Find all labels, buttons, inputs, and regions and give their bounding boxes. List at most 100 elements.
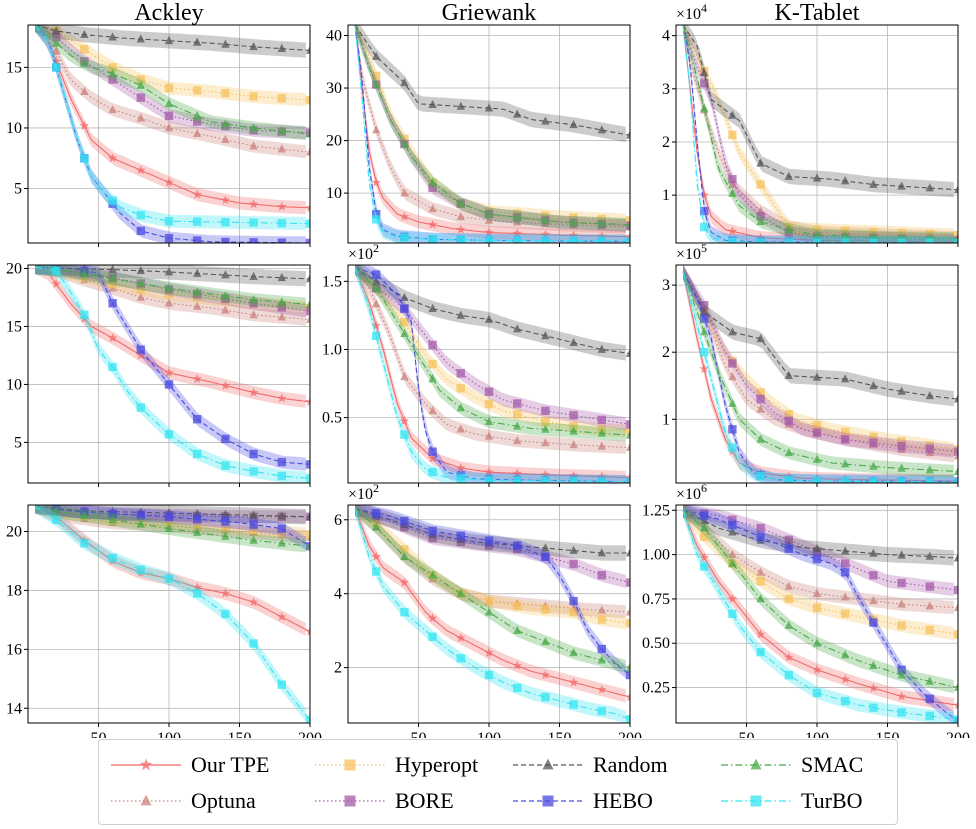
marker-random: [513, 324, 522, 333]
marker-turbo: [756, 471, 765, 481]
marker-smac: [456, 403, 465, 412]
y-tick-label: 20: [6, 260, 22, 277]
band-random: [35, 265, 306, 287]
marker-tpe: [305, 396, 310, 406]
marker-bore: [728, 515, 737, 524]
marker-hyperopt: [80, 45, 89, 54]
marker-hyperopt: [541, 417, 550, 426]
legend-marker-random: [542, 758, 554, 770]
marker-smac: [164, 523, 174, 532]
marker-hebo: [221, 517, 230, 526]
marker-random: [164, 267, 174, 276]
marker-bore: [569, 411, 578, 420]
marker-optuna: [193, 301, 202, 310]
marker-bore: [728, 359, 737, 368]
marker-tpe: [568, 470, 579, 480]
marker-hyperopt: [136, 285, 145, 294]
marker-smac: [625, 430, 630, 439]
marker-tpe: [220, 588, 231, 598]
marker-bore: [305, 128, 310, 137]
band-turbo: [355, 505, 626, 723]
line-random: [682, 25, 957, 191]
marker-random: [136, 265, 145, 275]
marker-bore: [756, 394, 765, 404]
marker-smac: [869, 660, 878, 670]
x-tick-label: 50: [411, 730, 427, 738]
marker-turbo: [953, 478, 958, 483]
marker-turbo: [569, 476, 578, 483]
band-tpe: [683, 25, 954, 243]
marker-tpe: [427, 453, 438, 463]
marker-bore: [428, 534, 437, 543]
marker-smac: [812, 638, 822, 647]
x-tick-label: 200: [298, 730, 322, 738]
marker-smac: [428, 374, 437, 383]
line-tpe: [682, 510, 957, 706]
marker-turbo: [108, 362, 117, 372]
x-tick-label: 200: [618, 730, 642, 738]
marker-smac: [428, 177, 437, 186]
marker-random: [869, 548, 878, 557]
marker-hyperopt: [841, 427, 850, 437]
marker-smac: [812, 454, 822, 463]
marker-bore: [700, 301, 709, 310]
marker-optuna: [164, 298, 174, 307]
y-tick-label: 1: [662, 411, 670, 428]
marker-hyperopt: [513, 410, 522, 419]
line-hyperopt: [354, 508, 629, 624]
marker-tpe: [484, 647, 494, 657]
line-hyperopt: [354, 25, 629, 221]
marker-random: [897, 550, 906, 559]
marker-bore: [428, 183, 437, 193]
marker-random: [372, 276, 381, 285]
marker-smac: [756, 216, 765, 226]
marker-turbo: [400, 233, 409, 242]
band-smac: [683, 25, 954, 243]
marker-smac: [80, 58, 89, 67]
marker-hyperopt: [625, 216, 630, 225]
marker-smac: [221, 291, 230, 300]
band-smac: [683, 505, 954, 694]
marker-random: [597, 125, 606, 134]
line-random: [34, 25, 309, 51]
marker-hebo: [249, 449, 258, 459]
marker-hyperopt: [484, 596, 494, 606]
legend-label: HEBO: [593, 788, 653, 813]
plot-area: [34, 505, 310, 723]
marker-random: [513, 109, 522, 118]
marker-smac: [484, 607, 494, 616]
marker-smac: [305, 299, 310, 308]
marker-hebo: [700, 206, 709, 216]
marker-turbo: [428, 235, 437, 243]
marker-smac: [305, 541, 310, 550]
marker-hebo: [400, 304, 409, 313]
marker-hebo: [897, 665, 906, 675]
band-optuna: [35, 25, 306, 159]
marker-smac: [869, 232, 878, 241]
marker-smac: [841, 231, 850, 240]
line-optuna: [682, 509, 957, 609]
legend-item-random: Random: [509, 750, 668, 780]
marker-tpe: [597, 684, 607, 694]
line-turbo: [34, 266, 309, 479]
marker-turbo: [80, 154, 89, 163]
legend-item-turbo: TurBO: [717, 786, 863, 816]
legend-item-optuna: Optuna: [107, 786, 256, 816]
marker-bore: [869, 571, 878, 580]
marker-tpe: [896, 691, 907, 701]
marker-tpe: [755, 629, 766, 639]
marker-random: [728, 527, 737, 536]
line-hyperopt: [682, 509, 957, 635]
marker-bore: [897, 578, 906, 588]
marker-smac: [700, 523, 709, 532]
x-tick-label: 100: [805, 730, 829, 738]
marker-smac: [513, 625, 522, 634]
marker-hyperopt: [372, 71, 381, 80]
marker-random: [756, 333, 765, 343]
marker-random: [869, 380, 878, 390]
marker-smac: [372, 283, 381, 292]
legend: Our TPE Optuna Hyperopt BORE Random HEBO…: [98, 739, 898, 825]
marker-bore: [164, 111, 174, 121]
legend-swatch-hyperopt: [315, 759, 385, 771]
